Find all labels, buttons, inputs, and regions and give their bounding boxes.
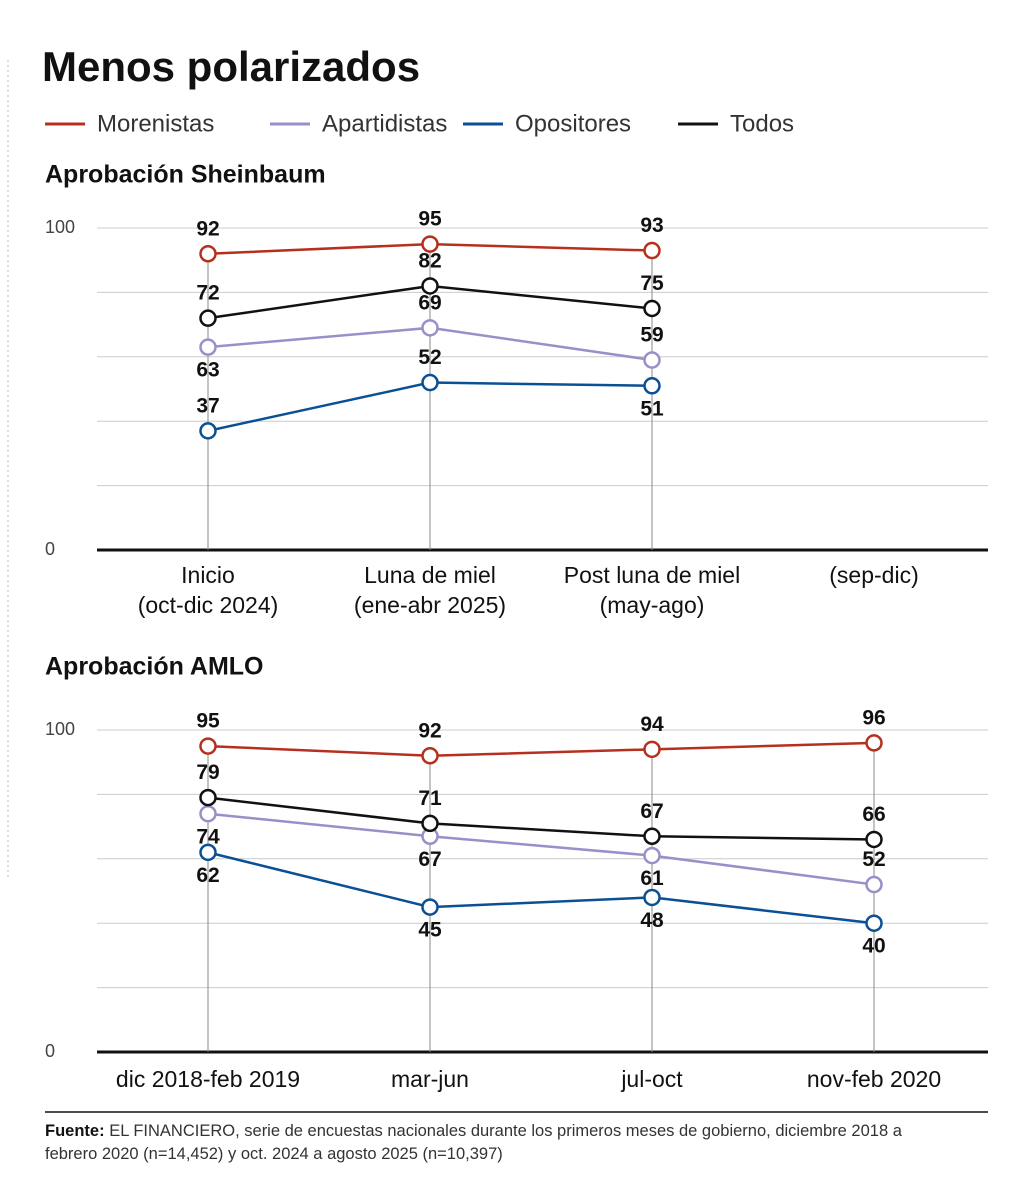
data-label: 63 <box>196 359 219 382</box>
data-label: 52 <box>418 346 441 369</box>
y-tick-label: 100 <box>45 719 75 739</box>
point <box>199 422 217 440</box>
data-label: 95 <box>418 208 442 231</box>
y-tick-label: 100 <box>45 217 75 237</box>
source-label: Fuente: <box>45 1122 105 1140</box>
data-label: 95 <box>196 710 220 733</box>
data-label: 92 <box>418 719 441 742</box>
data-label: 45 <box>418 919 442 942</box>
source: Fuente: EL FINANCIERO, serie de encuesta… <box>45 1120 925 1166</box>
y-tick-label: 0 <box>45 539 55 559</box>
data-label: 66 <box>862 803 885 826</box>
point <box>421 898 439 916</box>
x-tick-label: Inicio (oct-dic 2024) <box>137 562 279 618</box>
point <box>421 747 439 765</box>
point <box>643 740 661 759</box>
point <box>199 804 217 823</box>
point <box>643 351 661 369</box>
point <box>421 277 439 295</box>
point <box>865 875 883 894</box>
point <box>199 309 217 327</box>
series-line <box>207 741 875 758</box>
data-label: 71 <box>418 787 442 810</box>
x-tick-label: Luna de miel (ene-abr 2025) <box>353 562 507 618</box>
point <box>199 737 217 755</box>
point <box>643 241 661 260</box>
point <box>199 843 217 862</box>
data-label: 59 <box>640 324 663 347</box>
point <box>421 235 439 253</box>
x-tick-label: (sep-dic) <box>829 562 919 588</box>
data-label: 96 <box>862 706 885 729</box>
data-label: 67 <box>640 800 663 823</box>
x-tick-label: jul-oct <box>621 1066 683 1092</box>
point <box>643 377 661 395</box>
y-tick-label: 0 <box>45 1041 55 1061</box>
data-label: 62 <box>196 864 219 887</box>
data-label: 94 <box>640 713 664 736</box>
point <box>421 373 439 392</box>
point <box>865 734 883 752</box>
point <box>199 245 217 263</box>
data-label: 48 <box>640 909 664 932</box>
chart-subtitle: Aprobación AMLO <box>45 653 264 681</box>
legend-label: Todos <box>730 110 794 137</box>
data-label: 51 <box>640 397 664 420</box>
data-label: 93 <box>640 214 663 237</box>
point <box>199 788 217 807</box>
point <box>865 830 883 849</box>
point <box>421 319 439 337</box>
data-label: 40 <box>862 935 885 958</box>
x-tick-label: nov-feb 2020 <box>806 1066 942 1092</box>
point <box>643 888 661 907</box>
point <box>865 914 883 932</box>
legend-label: Opositores <box>515 110 631 137</box>
data-label: 79 <box>196 761 219 784</box>
data-label: 72 <box>196 282 219 305</box>
point <box>643 299 661 318</box>
series-line <box>207 796 875 841</box>
source-text: EL FINANCIERO, serie de encuestas nacion… <box>45 1122 902 1163</box>
data-label: 61 <box>640 867 664 890</box>
legend-label: Apartidistas <box>322 110 447 137</box>
data-label: 75 <box>640 272 664 295</box>
x-tick-label: mar-jun <box>391 1066 469 1092</box>
data-label: 52 <box>862 848 885 871</box>
data-label: 37 <box>196 394 219 417</box>
data-label: 69 <box>418 291 441 314</box>
series-line <box>207 851 875 925</box>
point <box>421 814 439 833</box>
x-tick-label: dic 2018-feb 2019 <box>115 1066 301 1092</box>
point <box>643 846 661 865</box>
data-label: 67 <box>418 848 441 871</box>
data-label: 82 <box>418 250 441 273</box>
x-tick-label: Post luna de miel (may-ago) <box>563 562 741 618</box>
data-label: 74 <box>196 825 220 848</box>
point <box>643 827 661 846</box>
legend-label: Morenistas <box>97 110 214 137</box>
data-label: 92 <box>196 217 219 240</box>
chart-subtitle: Aprobación Sheinbaum <box>45 161 326 189</box>
series-line <box>207 812 875 886</box>
title: Menos polarizados <box>42 43 420 90</box>
point <box>199 338 217 356</box>
